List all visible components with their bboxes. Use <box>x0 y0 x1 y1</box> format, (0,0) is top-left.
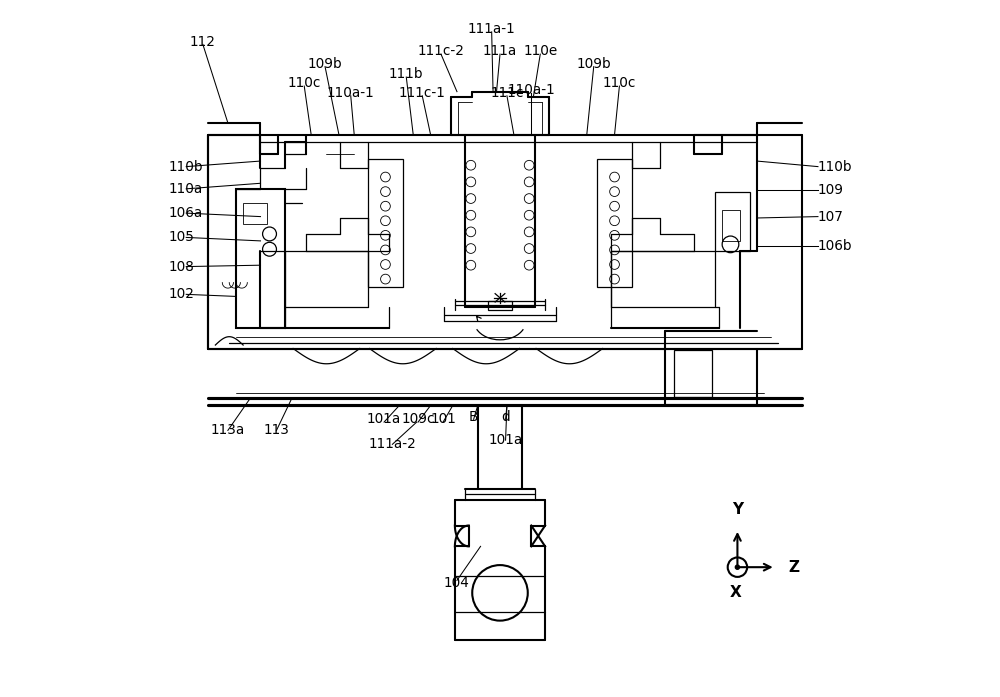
Text: 109b: 109b <box>308 57 342 71</box>
Text: 111b: 111b <box>389 68 424 82</box>
Text: 113a: 113a <box>211 423 245 438</box>
Bar <box>722 210 740 241</box>
Text: 111c-1: 111c-1 <box>399 86 446 100</box>
Text: 108: 108 <box>168 259 194 274</box>
Text: 107: 107 <box>818 210 844 224</box>
Text: 101a: 101a <box>488 433 523 447</box>
Text: 110c: 110c <box>288 76 321 91</box>
Text: 110b: 110b <box>818 160 852 174</box>
Text: 106a: 106a <box>168 206 202 220</box>
Text: 102: 102 <box>168 287 194 301</box>
Text: B: B <box>469 410 478 424</box>
Text: 111c: 111c <box>490 86 524 100</box>
Text: 104: 104 <box>444 576 470 590</box>
Text: 109c: 109c <box>401 413 435 427</box>
Text: d: d <box>501 410 510 424</box>
Bar <box>368 159 403 287</box>
Text: 101: 101 <box>430 413 456 427</box>
Text: 111a-2: 111a-2 <box>369 437 416 451</box>
Text: 110a-1: 110a-1 <box>507 83 555 98</box>
Text: 112: 112 <box>190 35 216 49</box>
Text: 111c-2: 111c-2 <box>418 45 464 59</box>
Text: X: X <box>730 585 742 599</box>
Text: 110a-1: 110a-1 <box>327 86 375 100</box>
Text: 110a: 110a <box>168 182 202 196</box>
Bar <box>236 189 285 328</box>
Circle shape <box>735 565 740 569</box>
Text: 111a-1: 111a-1 <box>468 22 516 36</box>
Bar <box>674 350 712 397</box>
Text: 106b: 106b <box>818 239 852 253</box>
Text: 110c: 110c <box>603 76 636 91</box>
Text: 109b: 109b <box>576 57 611 71</box>
Text: Y: Y <box>732 502 743 516</box>
Bar <box>715 192 750 252</box>
Text: 110e: 110e <box>523 45 557 59</box>
Bar <box>488 301 512 309</box>
Text: Z: Z <box>788 560 799 575</box>
Text: 110b: 110b <box>168 160 203 174</box>
Text: 111a: 111a <box>483 45 517 59</box>
Text: 113: 113 <box>264 423 289 438</box>
Text: 109: 109 <box>818 183 844 197</box>
Text: 105: 105 <box>168 231 194 245</box>
Bar <box>597 159 632 287</box>
Bar <box>243 203 267 224</box>
Text: 101a: 101a <box>367 413 401 427</box>
